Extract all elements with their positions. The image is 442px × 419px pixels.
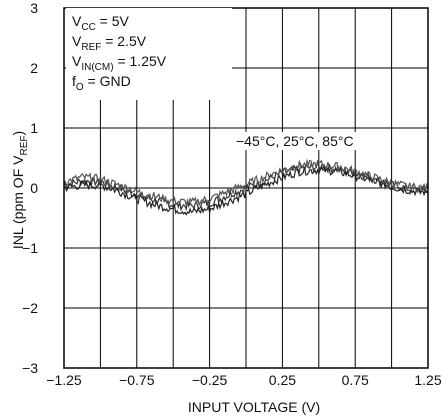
y-tick-label: 0 — [30, 180, 38, 196]
x-tick-labels: −1.25 −0.75 −0.25 0.25 0.75 1.25 — [46, 372, 442, 388]
y-tick-label: 3 — [30, 0, 38, 16]
condition-value: = 2.5V — [101, 33, 146, 49]
y-axis-title: INL (ppm OF VREF) — [10, 131, 30, 249]
condition-subscript: REF — [81, 42, 101, 53]
x-tick-label: −1.25 — [46, 372, 82, 388]
plot-frame — [63, 7, 429, 369]
condition-symbol: V — [72, 13, 82, 29]
y-tick-label: −3 — [22, 360, 38, 376]
condition-value: = 5V — [96, 13, 130, 29]
conditions-box — [66, 8, 232, 100]
condition-line: VIN(CM) = 1.25V — [72, 53, 167, 73]
x-tick-label: −0.25 — [192, 372, 228, 388]
x-axis-title: INPUT VOLTAGE (V) — [188, 399, 320, 415]
condition-value: = 1.25V — [114, 53, 167, 69]
y-axis-title-sub: REF — [19, 136, 30, 156]
condition-line: VREF = 2.5V — [72, 33, 147, 53]
y-tick-label: −2 — [22, 300, 38, 316]
condition-subscript: O — [76, 82, 84, 93]
condition-subscript: IN(CM) — [81, 62, 113, 73]
y-axis-title-close: ) — [10, 131, 26, 136]
series-line — [63, 165, 429, 216]
series-annotation-bg — [232, 132, 380, 150]
condition-symbol: V — [72, 33, 82, 49]
series-annotation: −45°C, 25°C, 85°C — [236, 133, 354, 149]
x-tick-label: −0.75 — [119, 372, 155, 388]
condition-line: fO = GND — [72, 73, 131, 93]
plot-series — [63, 158, 429, 216]
x-tick-label: 0.75 — [342, 372, 369, 388]
series-line — [63, 158, 429, 207]
y-tick-label: 2 — [30, 60, 38, 76]
x-tick-label: 1.25 — [414, 372, 441, 388]
y-tick-labels: −3 −2 −1 0 1 2 3 — [22, 0, 38, 376]
condition-symbol: f — [72, 73, 76, 89]
condition-subscript: CC — [81, 22, 95, 33]
condition-value: = GND — [84, 73, 131, 89]
y-tick-label: −1 — [22, 240, 38, 256]
condition-line: VCC = 5V — [72, 13, 130, 33]
y-tick-label: 1 — [30, 120, 38, 136]
condition-symbol: V — [72, 53, 82, 69]
x-tick-label: 0.25 — [269, 372, 296, 388]
y-axis-title-main: INL (ppm OF V — [10, 155, 26, 249]
